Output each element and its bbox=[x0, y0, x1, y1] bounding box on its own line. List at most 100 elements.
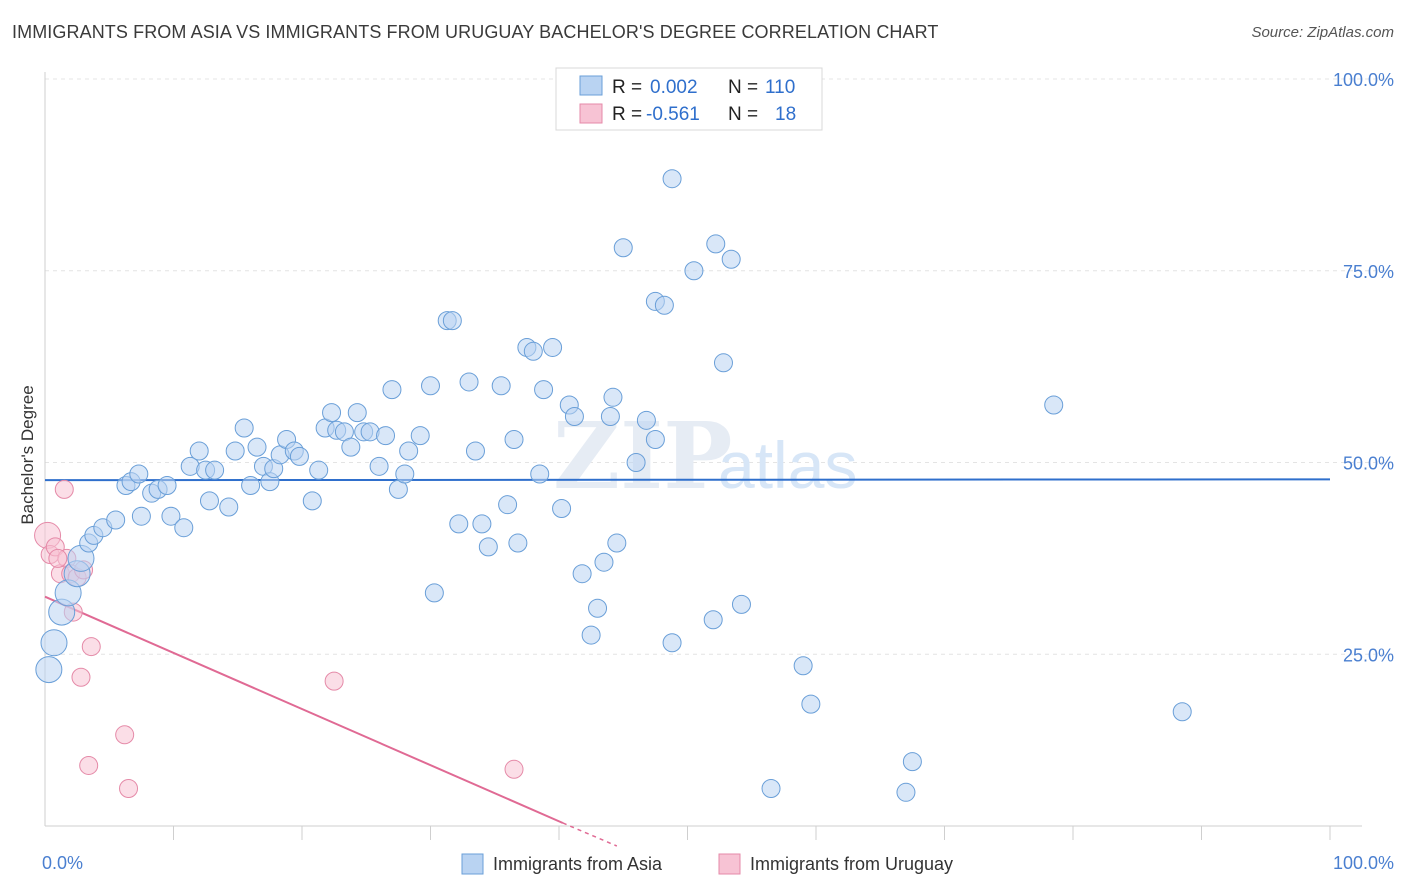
uruguay-point-11 bbox=[79, 755, 99, 775]
uruguay-legend-swatch bbox=[579, 103, 603, 124]
asia-point-20 bbox=[189, 441, 209, 461]
asia-point-16 bbox=[157, 476, 177, 496]
asia-point-43 bbox=[347, 403, 367, 423]
asia-point-57 bbox=[449, 514, 469, 534]
uruguay-point-4 bbox=[54, 479, 74, 499]
asia-point-71 bbox=[552, 499, 572, 519]
asia-point-46 bbox=[369, 456, 389, 476]
asia-point-87 bbox=[662, 633, 682, 653]
asia-point-99 bbox=[902, 752, 922, 772]
asia-trend-line bbox=[44, 478, 1331, 482]
asia-point-26 bbox=[234, 418, 254, 438]
trend-lines bbox=[44, 478, 1331, 847]
asia-point-65 bbox=[508, 533, 528, 553]
asia-point-86 bbox=[654, 295, 674, 315]
asia-point-52 bbox=[410, 426, 430, 446]
stats-legend: R = 0.002 N = 110 R = -0.561 N = 18 bbox=[555, 67, 823, 131]
watermark-atlas: atlas bbox=[718, 428, 857, 502]
asia-point-13 bbox=[131, 506, 151, 526]
asia-point-94 bbox=[731, 594, 751, 614]
asia-point-58 bbox=[459, 372, 479, 392]
asia-point-101 bbox=[1172, 702, 1192, 722]
y-tick-label-50: 50.0% bbox=[1343, 454, 1394, 474]
legend-asia-label: Immigrants from Asia bbox=[493, 854, 663, 874]
asia-point-63 bbox=[498, 495, 518, 515]
asia-point-68 bbox=[530, 464, 550, 484]
asia-point-50 bbox=[395, 464, 415, 484]
asia-point-61 bbox=[478, 537, 498, 557]
legend-uruguay-swatch bbox=[718, 853, 741, 875]
asia-point-62 bbox=[491, 376, 511, 396]
asia-point-69 bbox=[534, 380, 554, 400]
asia-point-25 bbox=[225, 441, 245, 461]
uruguay-r-label: R = bbox=[612, 104, 642, 125]
asia-point-73 bbox=[564, 406, 584, 426]
watermark: ZIP atlas bbox=[553, 402, 857, 510]
uruguay-trend-extension bbox=[562, 822, 618, 847]
uruguay-trend-line bbox=[44, 595, 564, 824]
y-tick-labels: 25.0% 50.0% 75.0% 100.0% bbox=[1333, 70, 1394, 665]
asia-n-label: N = bbox=[728, 77, 758, 98]
uruguay-point-9 bbox=[71, 667, 91, 687]
asia-point-90 bbox=[703, 610, 723, 630]
asia-point-47 bbox=[376, 426, 396, 446]
x-tick-label-100: 100.0% bbox=[1333, 853, 1394, 873]
uruguay-point-16 bbox=[504, 759, 524, 779]
asia-point-18 bbox=[174, 518, 194, 538]
asia-points bbox=[35, 169, 1192, 802]
asia-point-93 bbox=[721, 249, 741, 269]
source-label: Source: ZipAtlas.com bbox=[1251, 24, 1394, 41]
asia-point-64 bbox=[504, 429, 524, 449]
uruguay-point-14 bbox=[119, 778, 139, 798]
uruguay-n-value: 18 bbox=[775, 104, 796, 125]
asia-point-76 bbox=[588, 598, 608, 618]
asia-point-27 bbox=[241, 476, 261, 496]
x-tick-label-0: 0.0% bbox=[42, 853, 83, 873]
asia-point-78 bbox=[600, 406, 620, 426]
asia-point-79 bbox=[603, 387, 623, 407]
asia-point-88 bbox=[662, 169, 682, 189]
asia-point-83 bbox=[636, 410, 656, 430]
asia-point-82 bbox=[626, 453, 646, 472]
asia-point-77 bbox=[594, 552, 614, 572]
asia-point-28 bbox=[247, 437, 267, 457]
asia-point-74 bbox=[572, 564, 592, 584]
bottom-legend: Immigrants from Asia Immigrants from Uru… bbox=[461, 853, 953, 875]
asia-point-95 bbox=[761, 778, 781, 798]
uruguay-n-label: N = bbox=[728, 104, 758, 125]
asia-point-67 bbox=[523, 341, 543, 361]
uruguay-point-17 bbox=[48, 548, 68, 568]
asia-point-70 bbox=[543, 337, 563, 357]
asia-point-39 bbox=[322, 403, 342, 423]
asia-point-37 bbox=[309, 460, 329, 480]
asia-point-59 bbox=[465, 441, 485, 461]
uruguay-r-value: -0.561 bbox=[646, 104, 700, 125]
asia-r-label: R = bbox=[612, 77, 642, 98]
x-axis-ticks bbox=[173, 826, 1331, 840]
asia-point-97 bbox=[801, 694, 821, 714]
asia-point-1 bbox=[40, 629, 68, 657]
asia-point-12 bbox=[129, 464, 149, 484]
asia-point-100 bbox=[1044, 395, 1064, 415]
asia-point-75 bbox=[581, 625, 601, 645]
y-axis-label: Bachelor's Degree bbox=[18, 385, 37, 524]
legend-uruguay-label: Immigrants from Uruguay bbox=[750, 854, 953, 874]
asia-point-60 bbox=[472, 514, 492, 534]
asia-r-value: 0.002 bbox=[650, 77, 698, 98]
asia-point-51 bbox=[399, 441, 419, 461]
y-tick-label-25: 25.0% bbox=[1343, 645, 1394, 665]
asia-legend-swatch bbox=[579, 75, 603, 96]
uruguay-point-12 bbox=[81, 637, 101, 657]
asia-point-24 bbox=[219, 497, 239, 517]
asia-point-23 bbox=[205, 460, 225, 480]
uruguay-point-13 bbox=[115, 725, 135, 745]
chart-title: IMMIGRANTS FROM ASIA VS IMMIGRANTS FROM … bbox=[12, 22, 939, 42]
uruguay-point-15 bbox=[324, 671, 344, 691]
asia-point-89 bbox=[684, 261, 704, 281]
asia-point-17 bbox=[161, 506, 181, 526]
asia-point-36 bbox=[302, 491, 322, 511]
asia-point-9 bbox=[106, 510, 126, 530]
asia-point-54 bbox=[424, 583, 444, 603]
asia-point-48 bbox=[382, 380, 402, 400]
